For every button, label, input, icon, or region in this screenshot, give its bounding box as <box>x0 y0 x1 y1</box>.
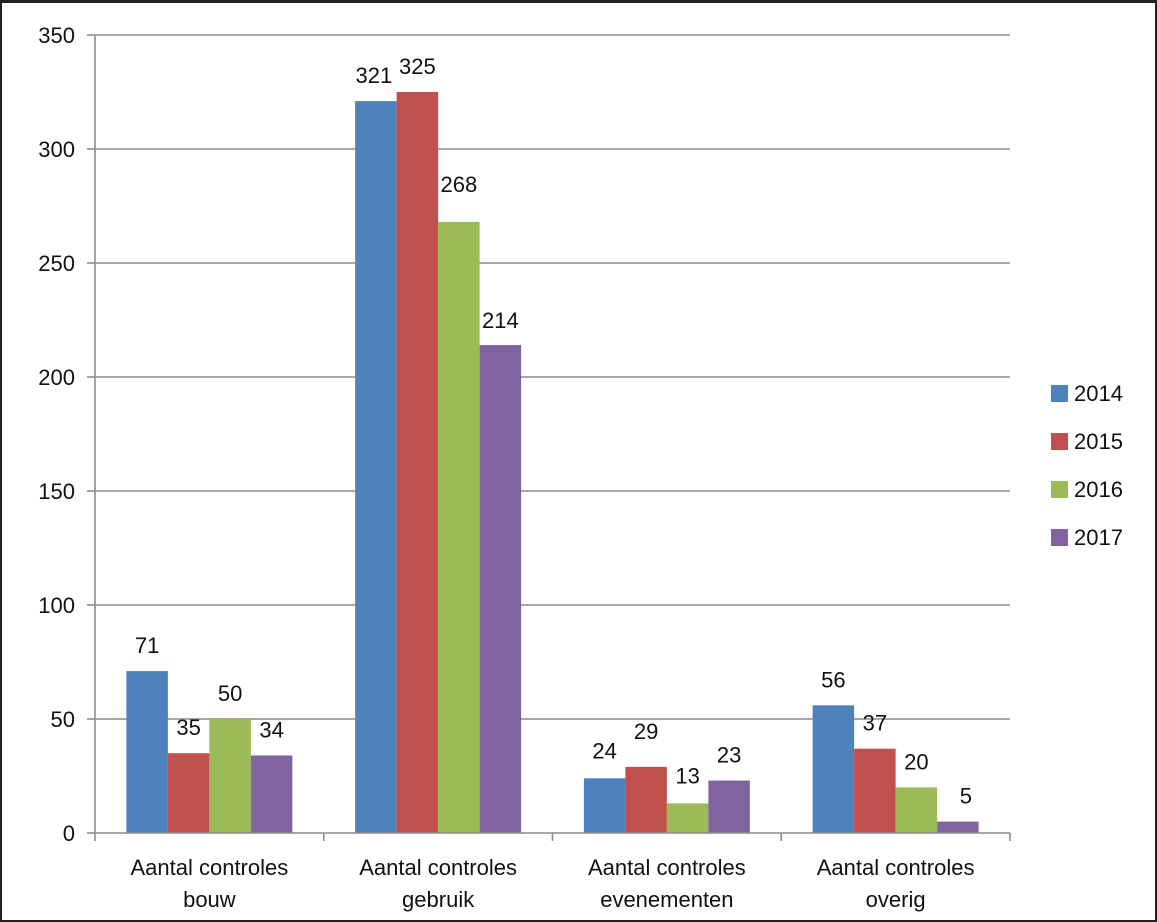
data-label: 37 <box>863 711 887 736</box>
x-category-label: gebruik <box>402 887 475 912</box>
data-label: 50 <box>218 681 242 706</box>
y-tick-label: 200 <box>38 365 75 390</box>
bar <box>438 221 480 833</box>
bar <box>666 803 709 833</box>
bar <box>126 671 168 833</box>
bar <box>355 101 397 834</box>
x-category-label: evenementen <box>600 887 733 912</box>
data-label: 23 <box>717 743 741 768</box>
x-category-label: bouw <box>183 887 236 912</box>
data-label: 321 <box>356 63 393 88</box>
legend-swatch <box>1051 385 1068 402</box>
x-category-label: overig <box>866 887 926 912</box>
bar <box>479 345 522 833</box>
data-label: 35 <box>176 715 200 740</box>
bar <box>895 787 938 833</box>
legend-label: 2017 <box>1074 525 1123 550</box>
bar <box>625 766 667 833</box>
data-label: 20 <box>904 749 928 774</box>
y-tick-label: 350 <box>38 23 75 48</box>
legend-swatch <box>1051 529 1068 546</box>
legend: 2014 2015 2016 2017 <box>1051 381 1123 550</box>
gridlines <box>95 34 1010 720</box>
y-tick-label: 50 <box>51 707 75 732</box>
legend-label: 2015 <box>1074 429 1123 454</box>
data-label: 34 <box>259 717 283 742</box>
y-tick-label: 300 <box>38 137 75 162</box>
x-category-label: Aantal controles <box>359 855 517 880</box>
x-axis: Aantal controles bouw Aantal controles gebr… <box>94 832 1011 912</box>
legend-label: 2014 <box>1074 381 1123 406</box>
legend-swatch <box>1051 481 1068 498</box>
legend-swatch <box>1051 433 1068 450</box>
legend-label: 2016 <box>1074 477 1123 502</box>
x-category-label: Aantal controles <box>817 855 975 880</box>
y-tick-label: 100 <box>38 593 75 618</box>
bar <box>209 719 251 833</box>
data-label: 56 <box>821 667 845 692</box>
y-axis: 0 50 100 150 200 250 300 350 <box>38 23 96 846</box>
y-tick-label: 0 <box>63 821 75 846</box>
y-tick-label: 150 <box>38 479 75 504</box>
bars: 71 35 50 34 321 325 268 214 24 29 13 23 56 37 20 5 <box>126 54 979 834</box>
x-category-label: Aantal controles <box>130 855 288 880</box>
y-tick-label: 250 <box>38 251 75 276</box>
data-label: 29 <box>634 719 658 744</box>
data-label: 268 <box>441 172 478 197</box>
bar <box>396 92 439 833</box>
bar <box>250 755 293 833</box>
bar <box>854 748 896 833</box>
data-label: 24 <box>592 738 616 763</box>
data-label: 13 <box>675 763 699 788</box>
bar <box>937 821 979 833</box>
x-category-label: Aantal controles <box>588 855 746 880</box>
data-label: 325 <box>399 54 436 79</box>
data-label: 71 <box>135 633 159 658</box>
data-label: 5 <box>960 784 972 809</box>
bar <box>812 705 855 833</box>
data-label: 214 <box>482 308 519 333</box>
bar <box>583 778 626 833</box>
bar <box>167 753 210 833</box>
bar <box>708 780 750 833</box>
